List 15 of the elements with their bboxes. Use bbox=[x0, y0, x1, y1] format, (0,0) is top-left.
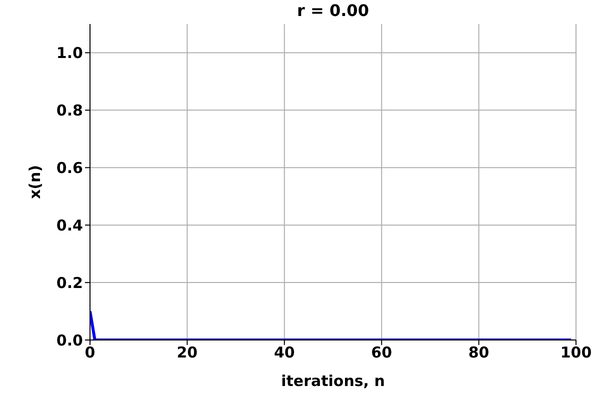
y-tick-label: 0.4 bbox=[56, 216, 83, 234]
x-tick-label: 0 bbox=[84, 344, 96, 362]
y-axis-title: x(n) bbox=[26, 164, 44, 200]
y-tick-label: 0.0 bbox=[56, 331, 83, 350]
y-tick-label: 0.2 bbox=[56, 274, 83, 292]
chart-title: r = 0.00 bbox=[296, 1, 370, 21]
y-tick-label: 0.6 bbox=[56, 158, 83, 177]
y-tick-label: 1.0 bbox=[56, 44, 83, 62]
x-tick-label: 100 bbox=[560, 344, 592, 362]
x-tick-label: 80 bbox=[468, 344, 490, 362]
y-tick-label: 0.8 bbox=[56, 102, 83, 120]
x-tick-label: 60 bbox=[371, 344, 392, 362]
x-axis-title: iterations, n bbox=[281, 372, 385, 390]
x-tick-label: 20 bbox=[176, 344, 198, 362]
x-tick-label: 40 bbox=[274, 344, 295, 362]
